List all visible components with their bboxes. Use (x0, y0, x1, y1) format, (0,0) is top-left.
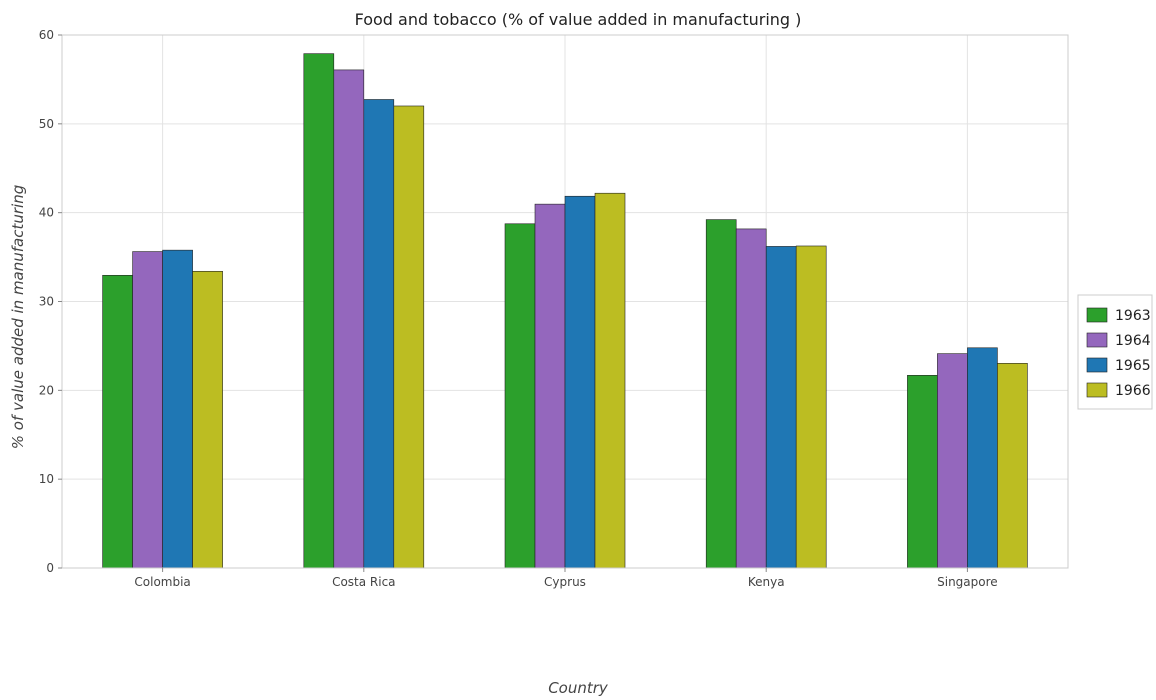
legend-label-1963: 1963 (1115, 308, 1151, 324)
bar-1966-costa-rica (393, 105, 425, 569)
bar-1965-costa-rica (363, 99, 395, 569)
legend-label-1965: 1965 (1115, 358, 1151, 374)
bar-1965-singapore (967, 347, 998, 569)
y-tick-label: 30 (39, 295, 54, 309)
legend-swatch-1963 (1086, 307, 1108, 323)
bar-1963-singapore (907, 375, 938, 569)
y-tick-label: 50 (39, 117, 54, 131)
x-tick-label: Colombia (134, 575, 190, 589)
bar-1963-colombia (102, 274, 133, 569)
bar-1963-cyprus (504, 223, 536, 569)
chart-title: Food and tobacco (% of value added in ma… (355, 10, 802, 29)
bar-1963-kenya (705, 219, 737, 569)
bar-1966-singapore (997, 363, 1028, 569)
bar-1963-costa-rica (303, 53, 335, 569)
bar-1965-cyprus (564, 195, 596, 569)
x-tick-label: Singapore (937, 575, 998, 589)
x-tick-label: Costa Rica (332, 575, 395, 589)
bar-1966-cyprus (594, 192, 626, 569)
legend-label-1966: 1966 (1115, 383, 1151, 399)
axes-layer: 0 10 20 30 40 50 60 Colombia Costa Rica Cyprus Ken… (39, 28, 1069, 589)
bar-1964-costa-rica (333, 69, 365, 569)
y-axis-label: % of value added in manufacturing (9, 185, 27, 449)
y-tick-label: 40 (39, 206, 54, 220)
bars-layer (102, 53, 1028, 569)
bar-1965-kenya (765, 246, 797, 569)
bar-1964-kenya (735, 228, 767, 569)
bar-1964-colombia (132, 251, 163, 569)
bar-1966-colombia (192, 270, 223, 569)
legend-label-1964: 1964 (1115, 333, 1151, 349)
x-axis-label: Country (548, 679, 609, 697)
x-tick-label: Kenya (748, 575, 785, 589)
bar-1964-cyprus (534, 203, 566, 569)
y-tick-label: 20 (39, 383, 54, 397)
bar-1965-colombia (162, 249, 193, 569)
bar-1964-singapore (937, 353, 968, 569)
legend-swatch-1964 (1086, 332, 1108, 348)
y-tick-label: 0 (46, 561, 54, 575)
legend-swatch-1966 (1086, 382, 1108, 398)
legend: 1963 1964 1965 1966 (1077, 294, 1153, 410)
y-tick-label: 60 (39, 28, 54, 42)
bar-1966-kenya (795, 245, 827, 569)
y-tick-label: 10 (39, 472, 54, 486)
legend-swatch-1965 (1086, 357, 1108, 373)
x-tick-label: Cyprus (544, 575, 586, 589)
